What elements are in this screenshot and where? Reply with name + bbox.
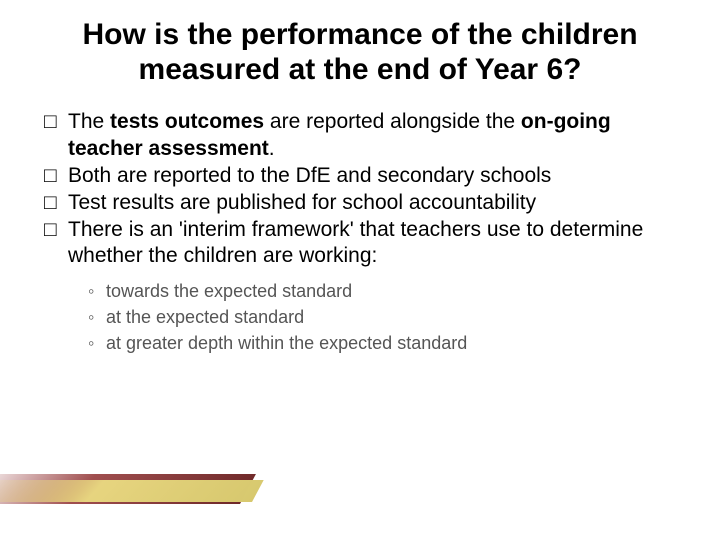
sub-item-text: towards the expected standard bbox=[106, 281, 352, 301]
checkbox-icon: □ bbox=[44, 163, 68, 190]
accent-graphic bbox=[0, 474, 300, 504]
ring-icon: ◦ bbox=[88, 330, 106, 356]
ring-icon: ◦ bbox=[88, 304, 106, 330]
sub-item: ◦towards the expected standard bbox=[88, 278, 670, 304]
bullet-text: There is an 'interim framework' that tea… bbox=[68, 218, 643, 268]
sub-item: ◦at greater depth within the expected st… bbox=[88, 330, 670, 356]
checkbox-icon: □ bbox=[44, 190, 68, 217]
bullet-text: Test results are published for school ac… bbox=[68, 191, 536, 214]
ring-icon: ◦ bbox=[88, 278, 106, 304]
slide-container: How is the performance of the children m… bbox=[0, 0, 720, 540]
sub-item-text: at the expected standard bbox=[106, 307, 304, 327]
bullet-text-part: The bbox=[68, 110, 110, 133]
bullet-bold-text: tests outcomes bbox=[110, 110, 264, 133]
bullet-text-part: are reported alongside the bbox=[264, 110, 521, 133]
slide-title: How is the performance of the children m… bbox=[40, 18, 680, 87]
sub-list: ◦towards the expected standard ◦at the e… bbox=[44, 278, 670, 356]
bullet-item: □Both are reported to the DfE and second… bbox=[44, 163, 670, 190]
bullet-list: □The tests outcomes are reported alongsi… bbox=[40, 109, 680, 357]
accent-bar-light bbox=[0, 480, 264, 502]
bullet-text-part: . bbox=[269, 137, 275, 160]
bullet-item: □There is an 'interim framework' that te… bbox=[44, 217, 670, 271]
checkbox-icon: □ bbox=[44, 109, 68, 136]
bullet-item: □Test results are published for school a… bbox=[44, 190, 670, 217]
checkbox-icon: □ bbox=[44, 217, 68, 244]
bullet-item: □The tests outcomes are reported alongsi… bbox=[44, 109, 670, 163]
sub-item: ◦at the expected standard bbox=[88, 304, 670, 330]
sub-item-text: at greater depth within the expected sta… bbox=[106, 333, 467, 353]
bullet-text: Both are reported to the DfE and seconda… bbox=[68, 164, 551, 187]
